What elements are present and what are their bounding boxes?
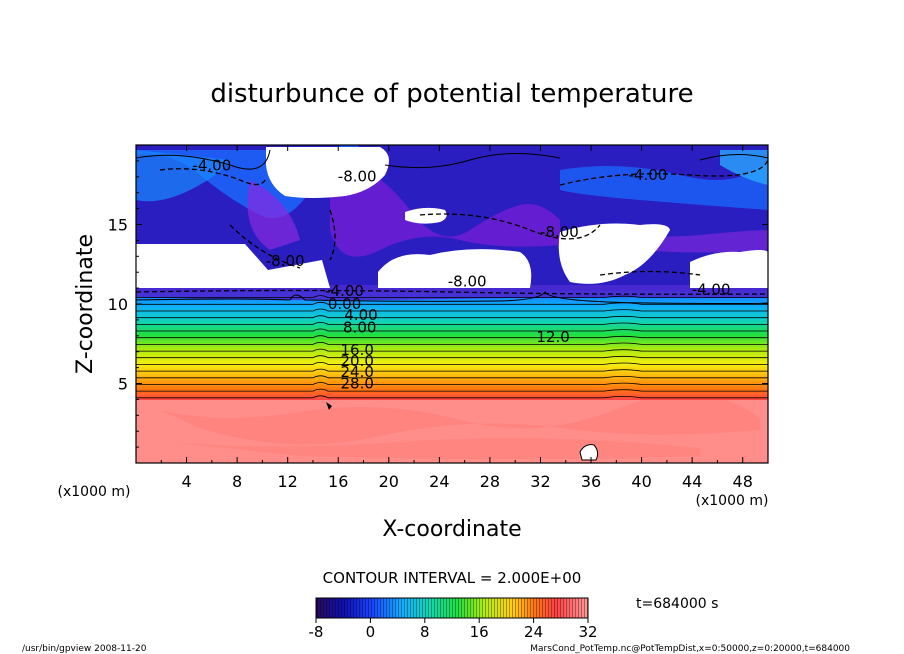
y-axis-label: Z-coordinate bbox=[73, 234, 98, 374]
footer-left: /usr/bin/gpview 2008-11-20 bbox=[22, 644, 147, 654]
blank-region bbox=[558, 223, 670, 284]
contour-line bbox=[136, 308, 768, 312]
contour-line bbox=[136, 322, 768, 325]
lower-warm-patch bbox=[150, 438, 700, 459]
contour-label: -8.00 bbox=[338, 168, 377, 186]
x-tick-label: 28 bbox=[480, 472, 500, 491]
colorbar-frame bbox=[315, 597, 589, 619]
contour-marker bbox=[326, 402, 332, 410]
contour-label: 16.0 bbox=[340, 341, 373, 359]
contour-label: 12.0 bbox=[536, 328, 569, 346]
contour-label: 28.0 bbox=[340, 374, 373, 392]
colorbar-tick-label: 32 bbox=[578, 623, 597, 641]
x-tick-label: 8 bbox=[232, 472, 242, 491]
x-tick-label: 44 bbox=[682, 472, 702, 491]
contour-label: -4.00 bbox=[192, 156, 231, 174]
x-axis: 4 8 12 16 20 24 28 32 36 40 44 48 bbox=[160, 145, 753, 491]
contour-line bbox=[136, 395, 768, 399]
plot-field bbox=[136, 145, 768, 463]
contour-line bbox=[136, 368, 768, 372]
cold-patch bbox=[720, 150, 768, 185]
contour-label: 20.0 bbox=[340, 352, 373, 370]
colorbar-ticks: -8 0 8 16 24 32 bbox=[309, 618, 598, 641]
blank-region bbox=[136, 244, 330, 288]
blank-region bbox=[266, 147, 389, 198]
colorbar-tick-label: 8 bbox=[420, 623, 430, 641]
contour-label: -8.00 bbox=[266, 252, 305, 270]
cold-patch bbox=[136, 150, 230, 202]
footer-right: MarsCond_PotTemp.nc@PotTempDist,x=0:5000… bbox=[530, 644, 850, 654]
contour-line bbox=[136, 388, 768, 392]
blank-region bbox=[579, 444, 599, 461]
colorbar-tick-label: 0 bbox=[366, 623, 376, 641]
chart-title: disturbunce of potential temperature bbox=[210, 79, 693, 109]
colorbar-lines bbox=[316, 598, 588, 618]
contour-line bbox=[136, 301, 768, 305]
contour-line bbox=[136, 342, 768, 345]
contour-label: 0.00 bbox=[328, 295, 361, 313]
time-label: t=684000 s bbox=[636, 596, 718, 612]
blank-region bbox=[378, 249, 532, 288]
y-axis: 5 10 15 bbox=[108, 160, 768, 448]
y-tick-label: 15 bbox=[108, 216, 128, 235]
y-tick-label: 5 bbox=[118, 375, 128, 394]
contour-label: 24.0 bbox=[340, 363, 373, 381]
colorbar-tick-label: 24 bbox=[524, 623, 543, 641]
colorbar-tick-label: -8 bbox=[309, 623, 324, 641]
cold-patch bbox=[560, 160, 768, 210]
y-tick-label: 10 bbox=[108, 295, 128, 314]
contour-label: -8.00 bbox=[540, 223, 579, 241]
x-tick-label: 20 bbox=[379, 472, 399, 491]
x-tick-label: 12 bbox=[278, 472, 298, 491]
x-tick-label: 40 bbox=[631, 472, 651, 491]
contour-line bbox=[136, 295, 768, 298]
x-tick-label: 36 bbox=[581, 472, 601, 491]
x-tick-label: 16 bbox=[328, 472, 348, 491]
contour-label: -8.00 bbox=[448, 273, 487, 291]
x-tick-label: 32 bbox=[530, 472, 550, 491]
x-axis-label: X-coordinate bbox=[382, 517, 521, 542]
lower-warm-patch bbox=[160, 393, 760, 445]
contour-lines bbox=[136, 149, 768, 304]
contour-label-layer: -4.00 -8.00 -4.00 -8.00 -8.00 -8.00 -4.00 -4.00… bbox=[192, 156, 731, 392]
warm-patch bbox=[330, 150, 560, 257]
contour-line bbox=[136, 375, 768, 379]
negative-contours bbox=[136, 159, 768, 295]
contour-line bbox=[136, 348, 768, 352]
contour-label: 4.00 bbox=[344, 306, 377, 324]
contour-label: -4.00 bbox=[629, 166, 668, 184]
blank-region bbox=[690, 250, 768, 288]
contour-line bbox=[136, 355, 768, 359]
warm-patch bbox=[247, 180, 300, 250]
x-unit-label-right: (x1000 m) bbox=[696, 493, 769, 509]
contour-label: -4.00 bbox=[325, 282, 364, 300]
contour-line bbox=[136, 335, 768, 339]
contour-line bbox=[136, 362, 768, 365]
contour-line bbox=[136, 315, 768, 319]
blank-region bbox=[405, 207, 447, 224]
x-tick-label: 4 bbox=[181, 472, 191, 491]
contour-interval-label: CONTOUR INTERVAL = 2.000E+00 bbox=[323, 569, 582, 587]
x-tick-label: 24 bbox=[429, 472, 449, 491]
colorbar-tick-label: 16 bbox=[470, 623, 489, 641]
contour-label: -4.00 bbox=[692, 280, 731, 298]
band-contours bbox=[136, 295, 768, 399]
x-tick-label: 48 bbox=[733, 472, 753, 491]
contour-label: 8.00 bbox=[343, 319, 376, 337]
contour-line bbox=[136, 382, 768, 385]
x-unit-label-left: (x1000 m) bbox=[58, 484, 131, 500]
contour-line bbox=[136, 328, 768, 332]
